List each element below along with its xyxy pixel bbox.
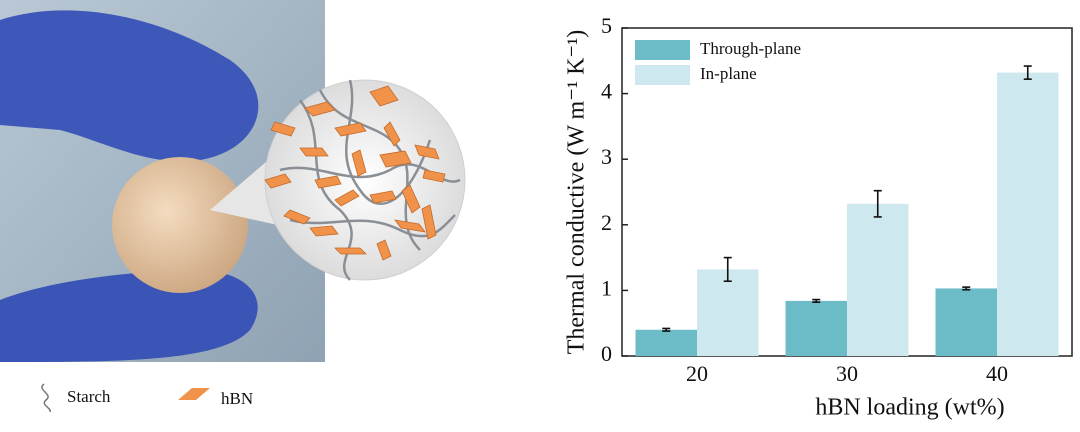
y-tick-label: 1	[601, 275, 612, 300]
x-tick-label: 40	[986, 361, 1008, 386]
error-bar	[662, 327, 671, 332]
legend-label: In-plane	[700, 64, 757, 83]
legend-label: Through-plane	[700, 39, 801, 58]
illustration-legend: Starch hBN	[41, 383, 253, 413]
bar	[997, 72, 1059, 356]
error-bar	[812, 298, 821, 304]
y-tick-label: 3	[601, 144, 612, 169]
legend-swatch	[635, 65, 690, 85]
legend-swatch	[635, 40, 690, 60]
legend-label: hBN	[221, 389, 253, 408]
error-bar	[723, 256, 732, 283]
bar	[847, 203, 909, 356]
bar	[635, 329, 697, 356]
x-tick-label: 30	[836, 361, 858, 386]
y-tick-label: 0	[601, 341, 612, 366]
legend-label: Starch	[67, 387, 111, 406]
error-bar	[1023, 65, 1032, 80]
error-bar	[962, 286, 971, 291]
y-axis-label: Thermal conductive (W m⁻¹ K⁻¹)	[564, 30, 590, 355]
y-tick-label: 5	[601, 13, 612, 38]
bar	[785, 300, 847, 356]
y-tick-label: 2	[601, 210, 612, 235]
y-tick-label: 4	[601, 79, 612, 104]
bar	[935, 288, 997, 356]
error-bar	[873, 189, 882, 218]
x-axis-label: hBN loading (wt%)	[815, 395, 1004, 421]
photo	[0, 0, 466, 362]
x-tick-label: 20	[686, 361, 708, 386]
bar	[697, 269, 759, 356]
